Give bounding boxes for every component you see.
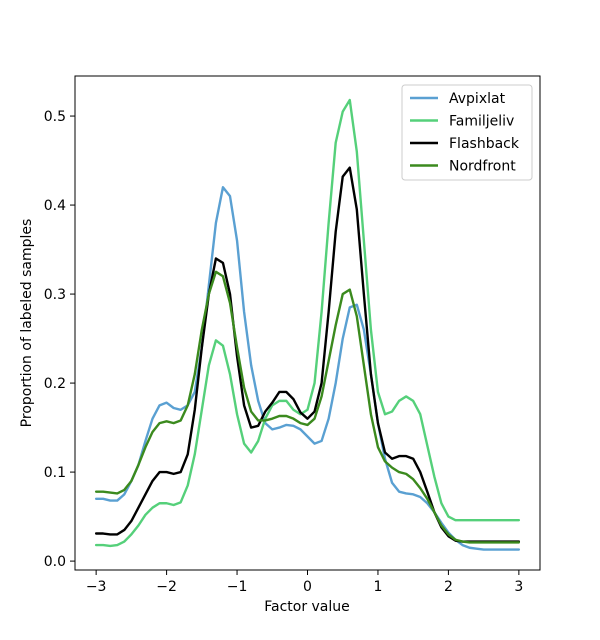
series-line-familjeliv: [94, 98, 521, 548]
x-tick-label: −2: [156, 579, 177, 595]
y-tick-label: 0.0: [44, 554, 66, 570]
legend-label-flashback: Flashback: [449, 136, 520, 152]
x-axis-ticks: −3 −2 −1 0 1 2 3: [86, 570, 523, 595]
y-tick-label: 0.2: [44, 376, 66, 392]
series-line-flashback: [94, 166, 521, 543]
x-tick-label: 1: [373, 579, 382, 595]
x-tick-label: 2: [444, 579, 453, 595]
series-lines: [94, 98, 521, 551]
y-tick-label: 0.4: [44, 198, 66, 214]
x-tick-label: −3: [86, 579, 107, 595]
legend-label-familjeliv: Familjeliv: [449, 114, 514, 130]
x-tick-label: −1: [227, 579, 248, 595]
y-tick-label: 0.5: [44, 109, 66, 125]
y-axis-ticks: 0.0 0.1 0.2 0.3 0.4 0.5: [44, 109, 75, 570]
legend: Avpixlat Familjeliv Flashback Nordfront: [401, 84, 533, 181]
legend-box: [401, 84, 533, 181]
x-axis-label: Factor value: [264, 599, 350, 615]
x-tick-label: 0: [303, 579, 312, 595]
legend-label-nordfront: Nordfront: [449, 159, 516, 175]
x-tick-label: 3: [514, 579, 523, 595]
y-axis-label: Proportion of labeled samples: [19, 219, 35, 428]
y-tick-label: 0.1: [44, 465, 66, 481]
legend-label-avpixlat: Avpixlat: [449, 91, 506, 107]
y-tick-label: 0.3: [44, 287, 66, 303]
series-line-nordfront: [94, 270, 521, 544]
